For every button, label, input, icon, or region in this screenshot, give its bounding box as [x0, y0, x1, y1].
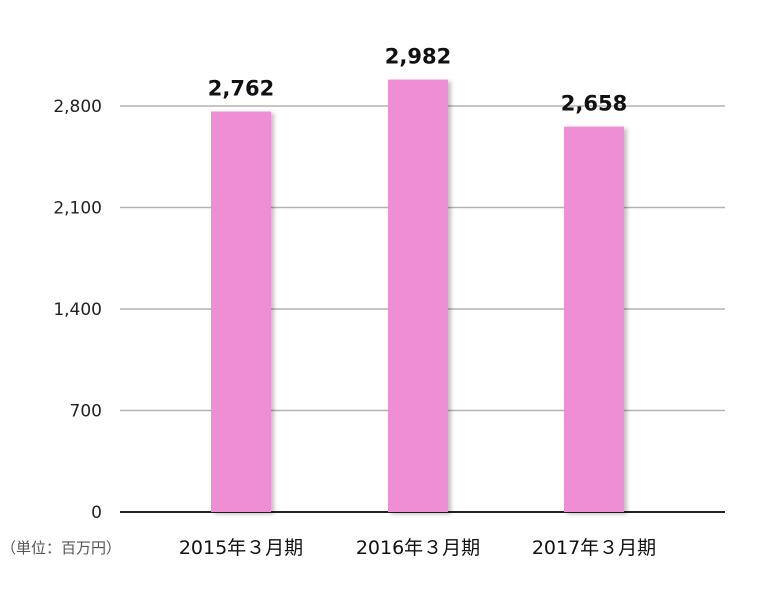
y-tick-label: 2,100: [53, 199, 102, 219]
y-axis-ticks: 0 700 1,400 2,100 2,800: [53, 97, 102, 523]
bar: [564, 126, 624, 512]
unit-label: （単位：百万円）: [1, 539, 121, 557]
bar: [388, 79, 448, 513]
value-labels: 2,762 2,982 2,658: [208, 45, 627, 116]
x-category-label: 2015年３月期: [179, 537, 303, 559]
y-tick-label: 1,400: [53, 300, 102, 320]
bar-value-label: 2,762: [208, 77, 274, 101]
x-category-label: 2017年３月期: [532, 537, 656, 559]
y-tick-label: 2,800: [53, 97, 102, 117]
x-category-label: 2016年３月期: [356, 537, 480, 559]
bar-value-label: 2,658: [561, 92, 627, 116]
bar: [211, 111, 271, 512]
y-tick-label: 0: [91, 503, 102, 523]
bar-value-label: 2,982: [385, 45, 451, 69]
x-axis-categories: 2015年３月期 2016年３月期 2017年３月期: [179, 537, 656, 559]
bars: [211, 79, 624, 513]
y-tick-label: 700: [70, 402, 102, 422]
